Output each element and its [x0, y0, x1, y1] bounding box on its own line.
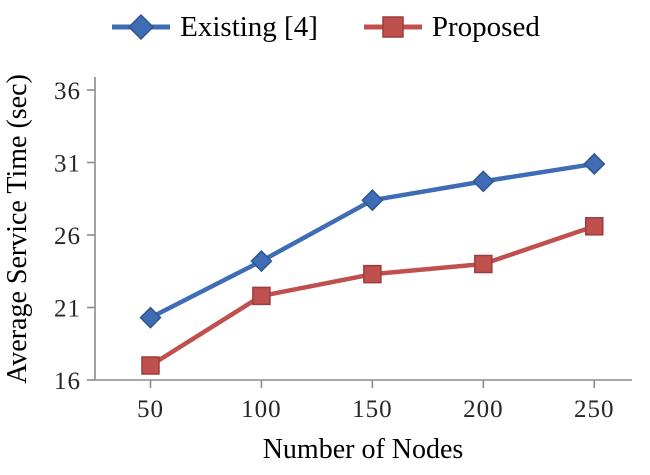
data-marker-square — [474, 254, 493, 274]
chart-legend: Existing [4] Proposed — [0, 0, 650, 52]
data-marker-diamond — [361, 189, 384, 212]
x-axis-title: Number of Nodes — [263, 434, 464, 465]
legend-label-proposed: Proposed — [431, 10, 540, 43]
data-marker-square — [585, 217, 604, 236]
y-tick-label: 16 — [54, 368, 81, 395]
legend-marker-diamond-icon — [112, 13, 171, 41]
data-marker-diamond — [139, 306, 162, 329]
legend-label-existing: Existing [4] — [180, 10, 318, 43]
axes-line — [94, 77, 632, 381]
y-tick-label: 21 — [54, 296, 81, 323]
legend-item-existing: Existing [4] — [110, 12, 318, 42]
x-tick-label: 50 — [137, 396, 164, 423]
y-tick-label: 36 — [54, 78, 81, 105]
data-marker-square — [252, 286, 271, 306]
data-marker-square — [363, 264, 382, 284]
data-marker-square — [141, 356, 160, 375]
plot-area: Average Service Time (sec) Number of Nod… — [2, 74, 632, 465]
y-tick-label: 26 — [54, 223, 81, 250]
y-axis-title: Average Service Time (sec) — [2, 74, 33, 384]
x-tick-label: 250 — [574, 396, 615, 423]
data-marker-diamond — [472, 170, 495, 193]
data-marker-diamond — [250, 250, 273, 273]
x-tick-label: 100 — [241, 396, 282, 423]
y-tick-label: 31 — [54, 151, 81, 178]
series-line-1 — [148, 224, 597, 368]
legend-marker-square-icon — [363, 16, 422, 38]
series-line-0 — [148, 161, 597, 320]
x-tick-label: 200 — [463, 396, 504, 423]
x-tick-label: 150 — [352, 396, 393, 423]
data-marker-diamond — [583, 152, 606, 176]
legend-item-proposed: Proposed — [362, 12, 540, 42]
